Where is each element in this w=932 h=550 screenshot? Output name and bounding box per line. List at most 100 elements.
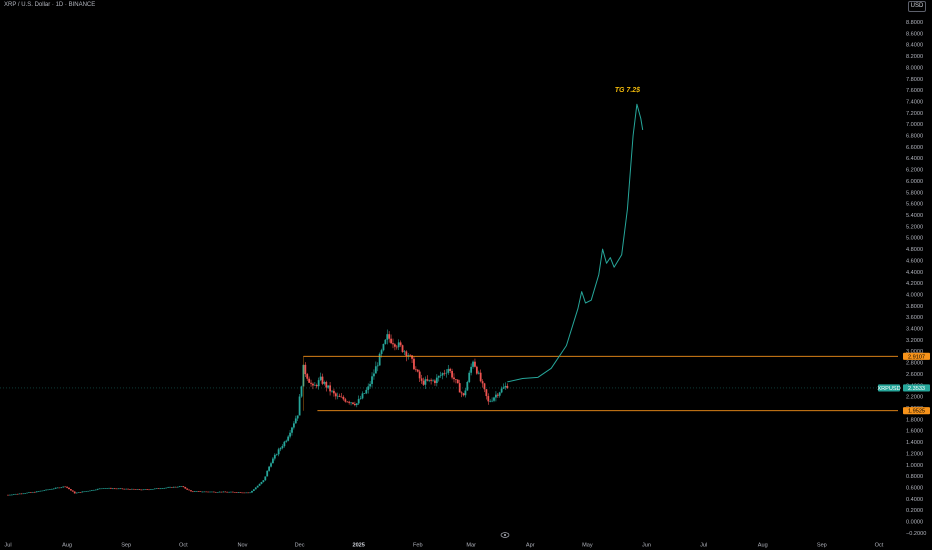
candle-body [386, 334, 389, 340]
candle-body [422, 380, 425, 385]
price-axis[interactable]: 8.8000 8.6000 8.4000 8.2000 8.0000 7.8000 7.60… [906, 20, 926, 537]
candle-body [26, 492, 28, 494]
candle-body [28, 492, 30, 493]
candle-body [409, 355, 412, 356]
candle-body [102, 488, 105, 489]
time-tick-label: Feb [413, 543, 423, 549]
candle-body [329, 385, 331, 392]
candle-body [342, 396, 345, 400]
candle-body [144, 489, 147, 490]
candle-body [45, 489, 48, 491]
candle-body [64, 486, 67, 488]
candle-body [262, 480, 265, 482]
price-tick-label: 3.2000 [906, 338, 923, 344]
price-label: 2.3533 [908, 386, 925, 392]
candle-body [148, 489, 150, 491]
price-tick-label: 1.6000 [906, 429, 923, 435]
candle-body [493, 397, 495, 401]
candle-body [384, 339, 387, 344]
candle-body [352, 402, 354, 404]
candle-body [69, 489, 72, 491]
candle-body [214, 492, 217, 493]
time-tick-label: Jul [700, 543, 707, 549]
candle-body [308, 378, 311, 383]
candle-body [283, 441, 286, 447]
price-tick-label: 0.4000 [906, 497, 923, 503]
time-tick-label: Sep [121, 543, 131, 549]
candle-body [138, 489, 141, 490]
candle-body [176, 486, 179, 488]
candle-body [472, 361, 474, 367]
candle-body [239, 492, 242, 493]
candle-body [171, 487, 173, 488]
candle-body [167, 487, 169, 488]
candle-body [464, 390, 467, 396]
candle-body [180, 486, 183, 487]
price-tick-label: 8.6000 [906, 31, 923, 37]
candle-body [104, 488, 107, 489]
candle-body [62, 486, 65, 488]
price-tick-label: 6.2000 [906, 168, 923, 174]
candle-body [256, 485, 259, 488]
currency-button[interactable]: USD [908, 1, 926, 12]
candle-body [428, 379, 431, 381]
candle-body [205, 491, 208, 493]
candle-body [380, 350, 383, 354]
candle-body [121, 488, 124, 490]
candle-body [96, 488, 99, 490]
candle-body [298, 396, 301, 416]
target-annotation: TG 7.2$ [615, 87, 640, 94]
candle-body [376, 365, 379, 367]
price-tick-label: 7.8000 [906, 77, 923, 83]
price-label-bg [903, 352, 930, 360]
price-tick-label: 5.4000 [906, 213, 923, 219]
candle-body [66, 486, 68, 488]
price-tick-label: 7.6000 [906, 88, 923, 94]
chart-settings-icon[interactable] [500, 532, 510, 538]
candle-body [220, 491, 223, 493]
candle-body [470, 366, 473, 373]
candle-body [98, 488, 101, 490]
candle-body [20, 493, 23, 495]
candle-body [395, 346, 398, 348]
candle-body [367, 386, 370, 390]
candle-body [272, 458, 274, 464]
candle-body [273, 454, 276, 459]
candle-body [350, 402, 352, 404]
candle-body [485, 389, 488, 397]
candle-body [365, 389, 368, 394]
price-tick-label: 7.0000 [906, 122, 923, 128]
candle-body [414, 369, 417, 370]
candle-body [355, 403, 358, 406]
price-tick-label: 7.4000 [906, 99, 923, 105]
price-tick-label: 7.2000 [906, 111, 923, 117]
candle-body [321, 376, 324, 384]
candle-body [432, 380, 434, 382]
price-tick-label: 3.0000 [906, 349, 923, 355]
candle-body [153, 488, 156, 490]
candle-body [47, 489, 49, 491]
candle-body [399, 342, 402, 346]
candle-body [388, 334, 391, 339]
candle-body [75, 492, 78, 494]
candle-body [233, 492, 236, 493]
candle-body [228, 491, 230, 493]
candle-body [159, 488, 162, 490]
candle-body [197, 491, 200, 492]
price-tick-label: 4.8000 [906, 247, 923, 253]
candle-body [73, 491, 76, 494]
candle-body [441, 373, 444, 376]
candle-body [224, 491, 227, 493]
candle-body [334, 393, 337, 397]
candle-body [270, 463, 272, 467]
price-tick-label: 4.6000 [906, 258, 923, 264]
time-axis[interactable]: Jul Aug Sep Oct Nov Dec 2025 Feb Mar Apr May Jun Jul… [4, 543, 883, 549]
price-tick-label: 3.8000 [906, 304, 923, 310]
candle-body [68, 487, 70, 490]
candle-body [317, 380, 320, 387]
candle-body [481, 381, 484, 384]
candle-body [258, 483, 261, 486]
time-tick-label: May [582, 543, 593, 549]
candle-body [474, 361, 476, 367]
